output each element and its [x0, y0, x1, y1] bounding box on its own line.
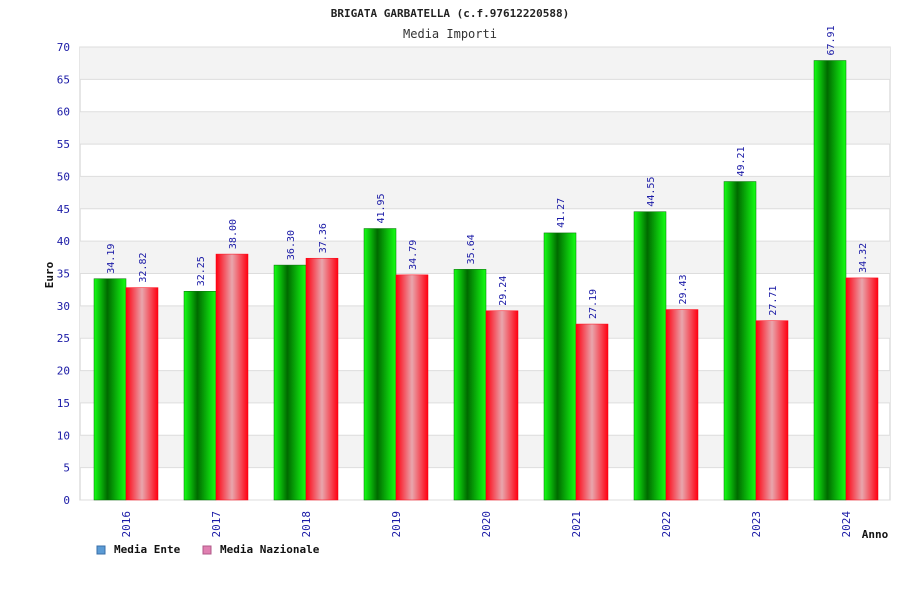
bar-media-ente-2020: [453, 269, 487, 501]
data-label-media-ente-2018: 36.30: [286, 230, 297, 260]
bar-media-nazionale-2021: [575, 323, 609, 501]
bar-media-ente-2017: [183, 291, 217, 501]
x-tick-label-2016: 2016: [120, 511, 133, 538]
chart-title: BRIGATA GARBATELLA (c.f.97612220588): [331, 7, 569, 20]
chart-subtitle: Media Importi: [403, 27, 497, 41]
legend-label-media-ente: Media Ente: [114, 543, 181, 556]
data-labels: 34.19 32.82 32.25 38.00 36.30 37.36 41.95 34.79…: [106, 25, 869, 319]
x-tick-label-2024: 2024: [840, 511, 853, 538]
bar-media-nazionale-2019: [395, 274, 429, 501]
data-label-media-ente-2021: 41.27: [556, 198, 567, 228]
data-label-media-nazionale-2024: 34.32: [858, 243, 869, 273]
y-tick-label: 40: [57, 235, 70, 248]
y-tick-label: 65: [57, 73, 70, 86]
grid-band: [80, 47, 890, 80]
bar-media-nazionale-2016: [125, 287, 159, 501]
y-tick-label: 35: [57, 268, 70, 281]
data-label-media-nazionale-2021: 27.19: [588, 289, 599, 319]
data-label-media-ente-2016: 34.19: [106, 244, 117, 274]
y-tick-label: 20: [57, 365, 70, 378]
legend-swatch-media-nazionale: [202, 545, 212, 555]
bar-media-ente-2024: [813, 60, 847, 501]
y-tick-label: 10: [57, 429, 70, 442]
bar-media-nazionale-2023: [755, 320, 789, 501]
data-label-media-nazionale-2022: 29.43: [678, 274, 689, 304]
x-tick-label-2021: 2021: [570, 511, 583, 538]
bar-media-ente-2016: [93, 278, 127, 501]
data-label-media-ente-2022: 44.55: [646, 177, 657, 207]
y-tick-label: 70: [57, 41, 70, 54]
x-tick-label-2022: 2022: [660, 511, 673, 538]
x-tick-label-2018: 2018: [300, 511, 313, 538]
data-label-media-nazionale-2017: 38.00: [228, 219, 239, 249]
x-axis-label: Anno: [862, 528, 889, 541]
x-tick-label-2017: 2017: [210, 511, 223, 538]
data-label-media-ente-2017: 32.25: [196, 256, 207, 286]
data-label-media-ente-2023: 49.21: [736, 146, 747, 176]
bar-media-ente-2019: [363, 228, 397, 501]
y-axis-label: Euro: [43, 261, 56, 288]
bar-media-ente-2018: [273, 264, 307, 501]
legend-label-media-nazionale: Media Nazionale: [220, 543, 320, 556]
bars: [93, 60, 879, 501]
data-label-media-nazionale-2023: 27.71: [768, 286, 779, 316]
bar-media-ente-2021: [543, 232, 577, 501]
y-tick-label: 50: [57, 170, 70, 183]
grid-band: [80, 176, 890, 209]
data-label-media-nazionale-2018: 37.36: [318, 223, 329, 253]
data-label-media-ente-2020: 35.64: [466, 234, 477, 264]
y-tick-label: 60: [57, 106, 70, 119]
x-axis-ticks: 2016 2017 2018 2019 2020 2021 2022 2023 2024: [120, 511, 853, 538]
data-label-media-nazionale-2020: 29.24: [498, 276, 509, 306]
data-label-media-nazionale-2016: 32.82: [138, 252, 149, 282]
y-tick-label: 25: [57, 332, 70, 345]
y-tick-label: 55: [57, 138, 70, 151]
bar-media-nazionale-2020: [485, 310, 519, 501]
bar-media-nazionale-2018: [305, 257, 339, 501]
y-tick-label: 5: [63, 462, 70, 475]
data-label-media-ente-2024: 67.91: [826, 25, 837, 55]
y-tick-label: 0: [63, 494, 70, 507]
y-axis-ticks: 0 5 10 15 20 25 30 35 40 45 50 55 60 65 70: [57, 41, 70, 507]
y-tick-label: 15: [57, 397, 70, 410]
bar-media-nazionale-2024: [845, 277, 879, 501]
bar-media-ente-2022: [633, 211, 667, 501]
data-label-media-ente-2019: 41.95: [376, 193, 387, 223]
legend: Media Ente Media Nazionale: [96, 543, 320, 556]
bar-media-nazionale-2022: [665, 309, 699, 501]
y-tick-label: 45: [57, 203, 70, 216]
legend-swatch-media-ente: [96, 545, 106, 555]
bar-media-nazionale-2017: [215, 253, 249, 501]
x-tick-label-2020: 2020: [480, 511, 493, 538]
grid-band: [80, 111, 890, 145]
bar-media-ente-2023: [723, 181, 757, 501]
data-label-media-nazionale-2019: 34.79: [408, 240, 419, 270]
x-tick-label-2023: 2023: [750, 511, 763, 538]
y-tick-label: 30: [57, 300, 70, 313]
x-tick-label-2019: 2019: [390, 511, 403, 538]
